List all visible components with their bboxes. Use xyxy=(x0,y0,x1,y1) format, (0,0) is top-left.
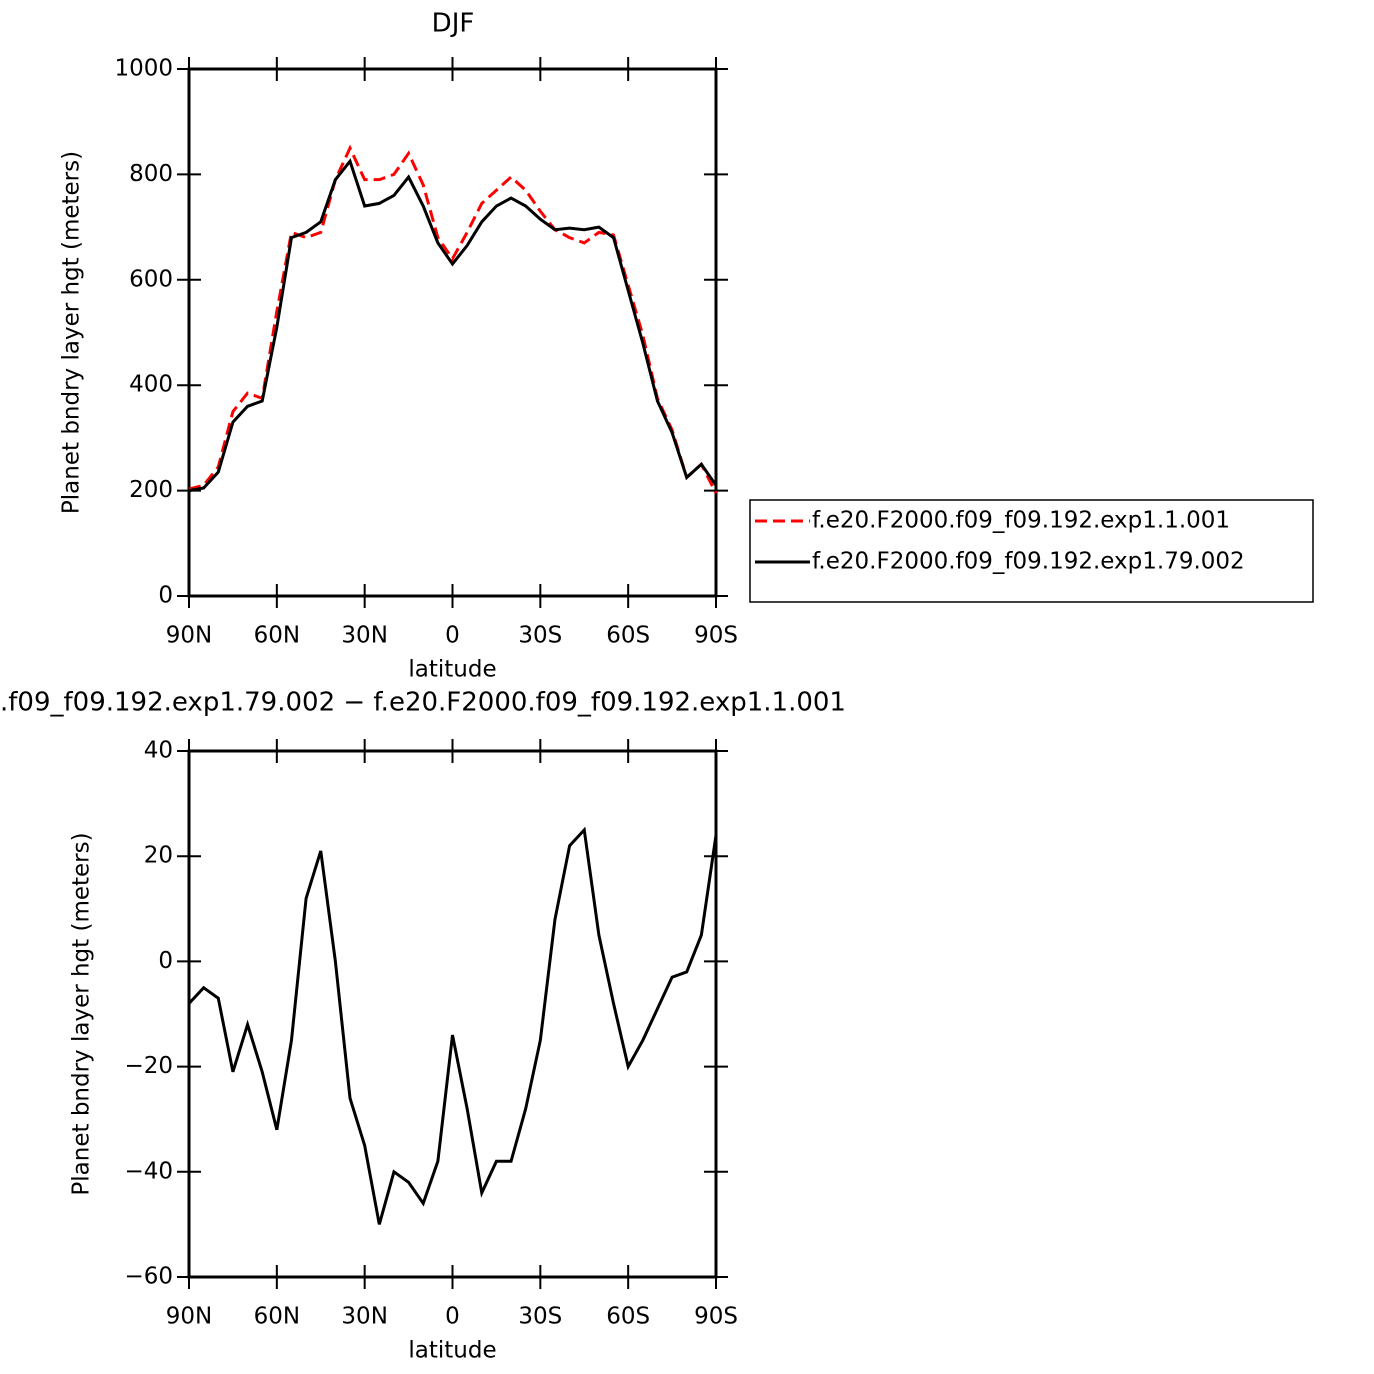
x-axis-label: latitude xyxy=(408,657,496,683)
x-tick-label: 60S xyxy=(606,623,650,649)
y-axis-label: Planet bndry layer hgt (meters) xyxy=(69,832,95,1195)
x-tick-label: 90N xyxy=(166,623,212,649)
y-tick-label: −60 xyxy=(124,1264,173,1290)
x-tick-label: 30S xyxy=(518,1304,562,1330)
x-tick-label: 60S xyxy=(606,1304,650,1330)
y-tick-label: −40 xyxy=(124,1158,173,1184)
plot-frame xyxy=(187,749,718,1279)
data-line xyxy=(188,158,718,493)
y-tick-label: 0 xyxy=(158,948,173,974)
x-tick-label: 90S xyxy=(694,1304,738,1330)
y-tick-label: 40 xyxy=(144,738,173,764)
plot-frame xyxy=(187,67,718,598)
y-tick-label: 200 xyxy=(129,477,173,503)
x-axis-label: latitude xyxy=(408,1338,496,1364)
chart-title: .f09_f09.192.exp1.79.002 − f.e20.F2000.f… xyxy=(0,688,846,718)
y-tick-label: 600 xyxy=(129,266,173,292)
x-tick-label: 30S xyxy=(518,623,562,649)
y-tick-label: 1000 xyxy=(114,56,173,82)
y-tick-label: 20 xyxy=(144,843,173,869)
legend-box xyxy=(749,499,1314,603)
legend-label: f.e20.F2000.f09_f09.192.exp1.1.001 xyxy=(812,508,1230,534)
y-tick-label: 400 xyxy=(129,372,173,398)
legend-label: f.e20.F2000.f09_f09.192.exp1.79.002 xyxy=(812,549,1245,575)
y-axis-label: Planet bndry layer hgt (meters) xyxy=(59,151,85,514)
data-line xyxy=(187,826,718,1225)
chart-title: DJF xyxy=(432,9,475,39)
x-tick-label: 30N xyxy=(341,1304,387,1330)
y-tick-label: 0 xyxy=(158,583,173,609)
x-tick-label: 0 xyxy=(445,623,460,649)
x-tick-label: 90N xyxy=(166,1304,212,1330)
y-tick-label: −20 xyxy=(124,1053,173,1079)
x-tick-label: 60N xyxy=(254,623,300,649)
x-tick-label: 90S xyxy=(694,623,738,649)
x-tick-label: 30N xyxy=(341,623,387,649)
x-tick-label: 60N xyxy=(254,1304,300,1330)
x-tick-label: 0 xyxy=(445,1304,460,1330)
y-tick-label: 800 xyxy=(129,161,173,187)
